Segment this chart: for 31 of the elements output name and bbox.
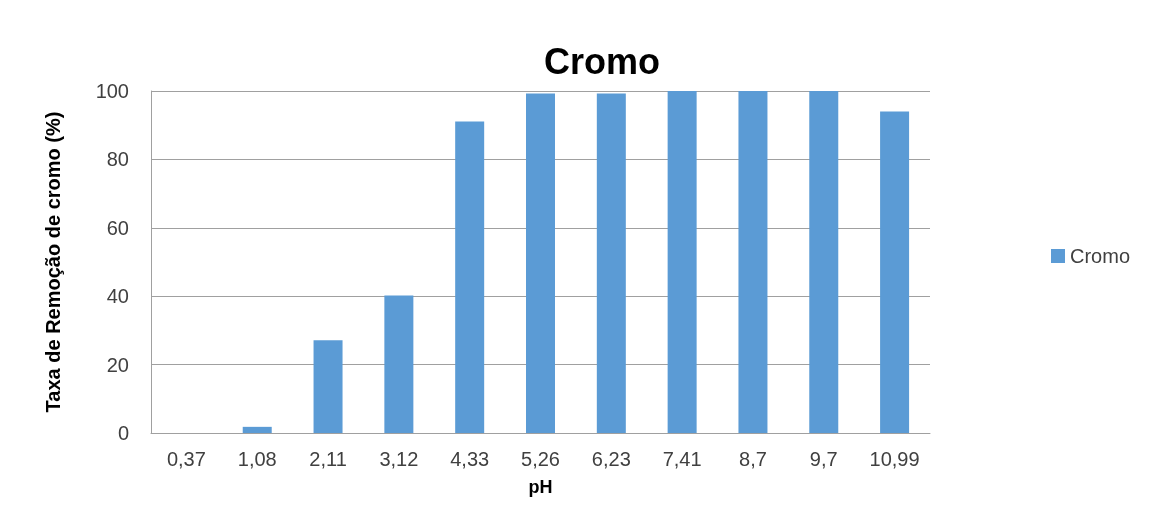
x-tick-label: 1,08 bbox=[237, 448, 277, 470]
x-tick-label: 5,26 bbox=[521, 448, 560, 470]
x-tick-label: 6,23 bbox=[591, 448, 631, 470]
bar bbox=[455, 121, 485, 433]
bar bbox=[667, 91, 697, 433]
y-axis-title: Taxa de Remoção de cromo (%) bbox=[42, 111, 64, 413]
bar bbox=[242, 426, 272, 433]
x-tick-label: 7,41 bbox=[662, 448, 702, 470]
x-tick-label: 10,99 bbox=[869, 448, 920, 470]
x-tick-label: 9,7 bbox=[809, 448, 838, 470]
y-tick-label: 60 bbox=[106, 216, 129, 239]
bar bbox=[596, 93, 626, 433]
x-axis-title: pH bbox=[528, 477, 553, 497]
bar bbox=[526, 93, 555, 433]
chart-title: Cromo bbox=[544, 40, 660, 82]
y-tick-label: 20 bbox=[106, 353, 129, 376]
bar bbox=[313, 340, 343, 433]
bar bbox=[738, 91, 768, 433]
y-tick-label: 0 bbox=[117, 422, 129, 444]
x-tick-label: 3,12 bbox=[379, 448, 419, 470]
x-tick-label: 2,11 bbox=[309, 448, 347, 470]
bar bbox=[880, 111, 910, 433]
x-tick-label: 0,37 bbox=[166, 448, 206, 470]
y-tick-label: 100 bbox=[95, 80, 129, 102]
x-tick-label: 8,7 bbox=[739, 448, 767, 470]
bar bbox=[809, 91, 839, 433]
x-tick-label: 4,33 bbox=[450, 448, 490, 470]
y-tick-label: 80 bbox=[106, 148, 129, 171]
legend-label: Cromo bbox=[1069, 245, 1131, 267]
y-tick-label: 40 bbox=[106, 285, 129, 308]
bar bbox=[384, 295, 414, 433]
